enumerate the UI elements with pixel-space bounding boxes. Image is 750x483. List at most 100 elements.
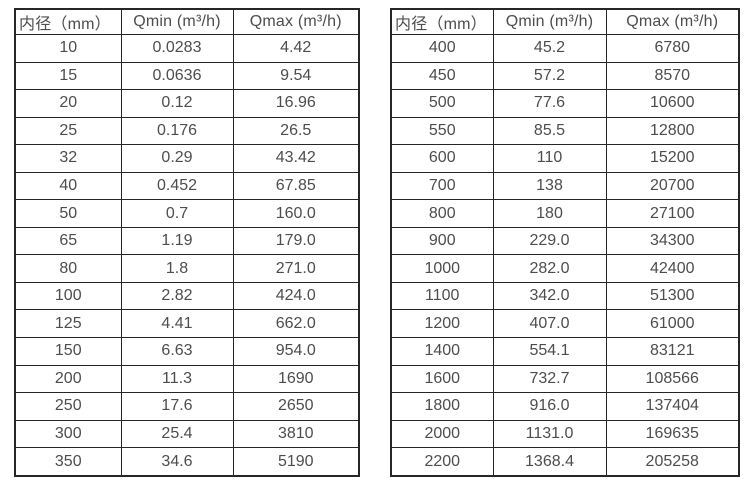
table-cell: 500: [390, 89, 494, 118]
table-row: 300 25.4 3810: [14, 419, 360, 449]
table-cell: 20700: [605, 171, 740, 201]
table-cell: 407.0: [492, 309, 607, 339]
table-cell: 43.42: [232, 144, 360, 173]
table-cell: 0.12: [120, 89, 234, 118]
table-cell: 138: [492, 171, 607, 201]
table-row: 450 57.2 8570: [390, 61, 740, 91]
table-cell: 169635: [605, 419, 740, 449]
table-cell: 1200: [390, 309, 494, 339]
table-cell: 350: [14, 447, 122, 477]
table-cell: 42400: [605, 254, 740, 283]
table-row: 32 0.29 43.42: [14, 144, 360, 173]
table-cell: 1100: [390, 281, 494, 311]
table-cell: 0.0283: [120, 34, 234, 63]
table-cell: 61000: [605, 309, 740, 339]
table-cell: 916.0: [492, 392, 607, 421]
table-cell: 550: [390, 116, 494, 146]
table-row: 700 138 20700: [390, 171, 740, 201]
table-row: 15 0.0636 9.54: [14, 61, 360, 91]
tables-layout: 内径（mm） Qmin (m³/h) Qmax (m³/h) 10 0.0283 4.4…: [14, 8, 740, 477]
table-cell: 1131.0: [492, 419, 607, 449]
table-row: 50 0.7 160.0: [14, 199, 360, 228]
table-cell: 32: [14, 144, 122, 173]
header-cell: 内径（mm）: [390, 8, 494, 35]
spec-table-small-diameters: 内径（mm） Qmin (m³/h) Qmax (m³/h) 10 0.0283 4.4…: [14, 8, 360, 477]
table-cell: 51300: [605, 281, 740, 311]
table-cell: 2000: [390, 419, 494, 449]
table-cell: 83121: [605, 337, 740, 366]
table-cell: 732.7: [492, 364, 607, 394]
table-cell: 2.82: [120, 281, 234, 311]
table-cell: 554.1: [492, 337, 607, 366]
table-cell: 800: [390, 199, 494, 228]
table-cell: 137404: [605, 392, 740, 421]
table-cell: 6780: [605, 34, 740, 63]
table-cell: 342.0: [492, 281, 607, 311]
table-cell: 5190: [232, 447, 360, 477]
table-row: 20 0.12 16.96: [14, 89, 360, 118]
table-cell: 9.54: [232, 61, 360, 91]
table-cell: 0.176: [120, 116, 234, 146]
table-cell: 0.452: [120, 171, 234, 201]
table-cell: 0.29: [120, 144, 234, 173]
table-cell: 282.0: [492, 254, 607, 283]
table-cell: 34.6: [120, 447, 234, 477]
table-row: 1800 916.0 137404: [390, 392, 740, 421]
table-row: 1400 554.1 83121: [390, 337, 740, 366]
table-cell: 12800: [605, 116, 740, 146]
table-row: 25 0.176 26.5: [14, 116, 360, 146]
table-cell: 0.0636: [120, 61, 234, 91]
table-cell: 954.0: [232, 337, 360, 366]
table-cell: 150: [14, 337, 122, 366]
table-cell: 27100: [605, 199, 740, 228]
table-cell: 100: [14, 281, 122, 311]
table-cell: 1.8: [120, 254, 234, 283]
table-row: 65 1.19 179.0: [14, 226, 360, 256]
table-row: 1000 282.0 42400: [390, 254, 740, 283]
table-header: 内径（mm） Qmin (m³/h) Qmax (m³/h): [390, 8, 740, 35]
header-cell: Qmin (m³/h): [492, 8, 607, 35]
table-cell: 125: [14, 309, 122, 339]
table-row: 900 229.0 34300: [390, 226, 740, 256]
table-cell: 26.5: [232, 116, 360, 146]
table-cell: 160.0: [232, 199, 360, 228]
table-row: 1100 342.0 51300: [390, 281, 740, 311]
table-row: 125 4.41 662.0: [14, 309, 360, 339]
table-row: 400 45.2 6780: [390, 34, 740, 63]
table-cell: 1368.4: [492, 447, 607, 477]
table-cell: 80: [14, 254, 122, 283]
table-row: 500 77.6 10600: [390, 89, 740, 118]
table-cell: 40: [14, 171, 122, 201]
table-cell: 271.0: [232, 254, 360, 283]
table-cell: 34300: [605, 226, 740, 256]
table-cell: 45.2: [492, 34, 607, 63]
table-row: 2000 1131.0 169635: [390, 419, 740, 449]
table-cell: 8570: [605, 61, 740, 91]
table-cell: 50: [14, 199, 122, 228]
table-cell: 1400: [390, 337, 494, 366]
table-cell: 424.0: [232, 281, 360, 311]
table-cell: 600: [390, 144, 494, 173]
table-cell: 65: [14, 226, 122, 256]
table-cell: 229.0: [492, 226, 607, 256]
table-row: 100 2.82 424.0: [14, 281, 360, 311]
table-row: 10 0.0283 4.42: [14, 34, 360, 63]
table-header: 内径（mm） Qmin (m³/h) Qmax (m³/h): [14, 8, 360, 35]
table-row: 40 0.452 67.85: [14, 171, 360, 201]
table-cell: 25: [14, 116, 122, 146]
table-cell: 85.5: [492, 116, 607, 146]
header-cell: 内径（mm）: [14, 8, 122, 35]
table-cell: 1000: [390, 254, 494, 283]
table-cell: 300: [14, 419, 122, 449]
table-cell: 57.2: [492, 61, 607, 91]
table-cell: 11.3: [120, 364, 234, 394]
table-row: 250 17.6 2650: [14, 392, 360, 421]
table-cell: 17.6: [120, 392, 234, 421]
table-row: 150 6.63 954.0: [14, 337, 360, 366]
table-cell: 1800: [390, 392, 494, 421]
table-row: 1200 407.0 61000: [390, 309, 740, 339]
header-cell: Qmin (m³/h): [120, 8, 234, 35]
table-cell: 15: [14, 61, 122, 91]
table-cell: 662.0: [232, 309, 360, 339]
table-cell: 2650: [232, 392, 360, 421]
